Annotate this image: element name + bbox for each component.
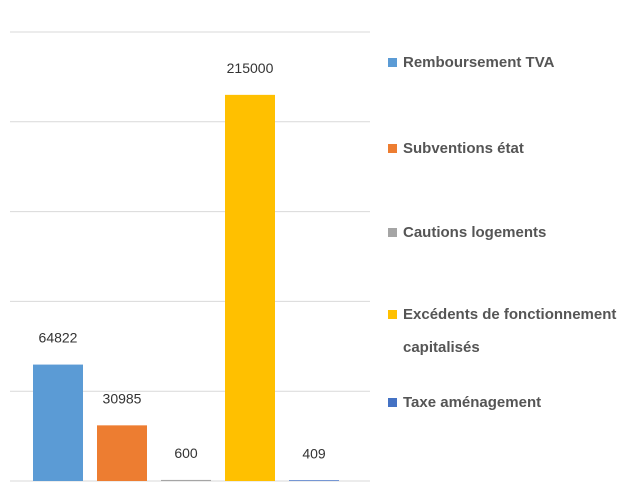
- legend-label: Taxe aménagement: [403, 394, 542, 411]
- legend-swatch: [388, 144, 397, 153]
- legend-item: Excédents de fonctionnement capitalisés: [388, 298, 620, 364]
- legend-item: Taxe aménagement: [388, 386, 620, 419]
- legend-item: Subventions état: [388, 132, 620, 165]
- legend-swatch: [388, 398, 397, 407]
- bar: [97, 425, 147, 481]
- value-label: 30985: [103, 390, 142, 406]
- legend-label: Subventions état: [403, 140, 524, 157]
- bar: [161, 479, 211, 481]
- legend-label: Cautions logements: [403, 224, 547, 241]
- bar: [225, 94, 275, 482]
- value-label: 409: [302, 445, 326, 461]
- value-label: 600: [174, 445, 198, 461]
- legend-label: Remboursement TVA: [403, 54, 555, 71]
- bar: [289, 480, 339, 481]
- legend-swatch: [388, 228, 397, 237]
- value-label: 215000: [227, 60, 274, 76]
- legend-item: Remboursement TVA: [388, 46, 620, 79]
- legend-label: Excédents de fonctionnement capitalisés: [403, 306, 617, 356]
- bar: [33, 364, 83, 481]
- legend-item: Cautions logements: [388, 216, 620, 249]
- legend-swatch: [388, 58, 397, 67]
- value-label: 64822: [39, 330, 78, 346]
- legend-swatch: [388, 310, 397, 319]
